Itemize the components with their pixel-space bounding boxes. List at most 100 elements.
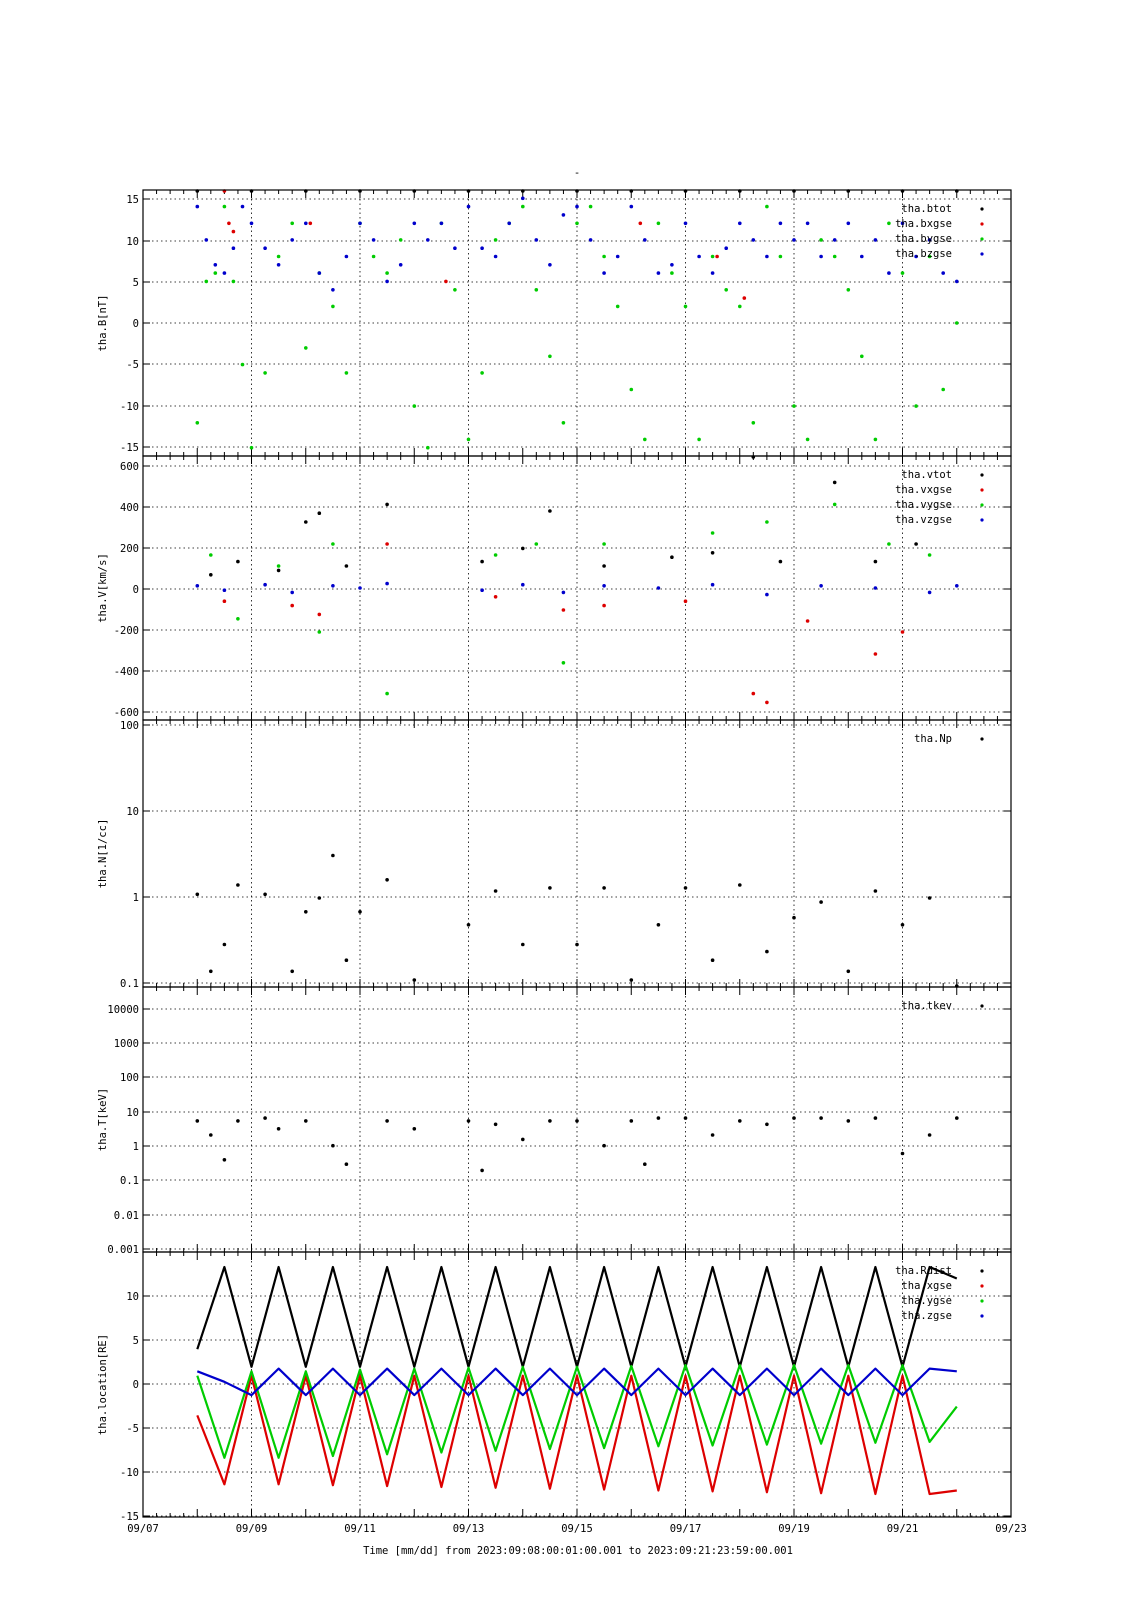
data-point-tha-bygse — [276, 254, 281, 259]
data-point-tha-bygse — [765, 204, 769, 209]
data-point-tha-bxgse — [231, 229, 236, 234]
data-point-tha-bxgse — [308, 221, 313, 226]
data-point-tha-Np — [683, 886, 688, 890]
data-point-tha-Np — [900, 923, 905, 927]
data-point-tha-tkev — [331, 1143, 335, 1148]
data-point-tha-bzgse — [643, 238, 647, 242]
data-point-tha-vxgse — [561, 608, 566, 612]
data-point-tha-bygse — [683, 304, 688, 309]
data-point-tha-tkev — [683, 1116, 688, 1120]
data-point-tha-bzgse — [507, 221, 512, 226]
data-point-tha-vtot — [344, 564, 349, 568]
data-point-tha-tkev — [344, 1162, 349, 1166]
data-point-tha-vtot — [304, 520, 308, 524]
data-point-tha-bzgse — [887, 271, 891, 275]
data-point-tha-tkev — [263, 1116, 267, 1120]
data-point-tha-bzgse — [561, 213, 566, 217]
data-point-tha-bygse — [385, 271, 389, 275]
data-point-tha-bzgse — [222, 271, 227, 275]
data-point-tha-bygse — [792, 404, 796, 408]
data-point-tha-bygse — [955, 321, 959, 325]
y-tick-label: -600 — [114, 707, 139, 719]
data-point-tha-bygse — [629, 387, 634, 392]
legend-marker — [980, 237, 984, 241]
y-tick-label: -15 — [120, 442, 139, 454]
data-point-tha-Np — [195, 892, 200, 897]
legend-marker — [980, 473, 984, 477]
data-point-tha-vygse — [331, 542, 335, 546]
data-point-tha-vxgse — [222, 599, 227, 603]
data-point-tha-bzgse — [873, 238, 878, 242]
data-point-tha-bzgse — [240, 204, 245, 209]
data-point-tha-tkev — [710, 1133, 715, 1137]
y-tick-label: 400 — [120, 502, 139, 514]
legend-marker — [980, 488, 984, 492]
y-axis-label: tha.V[km/s] — [97, 553, 109, 623]
data-point-tha-bzgse — [832, 238, 837, 242]
panel-1: 15 10 5 0 -5 -10 -15 tha.B[nT] tha.btot tha.bxgse… — [97, 189, 1012, 457]
data-point-tha-vzgse — [710, 582, 715, 587]
data-point-tha-bygse — [941, 387, 945, 392]
data-point-tha-vygse — [927, 553, 932, 557]
data-point-tha-bzgse — [588, 238, 593, 242]
data-point-tha-vtot — [602, 564, 606, 568]
data-point-tha-tkev — [792, 1116, 796, 1120]
data-point-tha-vtot — [914, 542, 918, 546]
data-point-tha-Np — [846, 969, 851, 974]
y-tick-label: -400 — [114, 666, 139, 678]
legend-label: tha.zgse — [901, 1310, 952, 1322]
data-point-tha-bzgse — [738, 221, 742, 226]
y-tick-label: -10 — [120, 401, 139, 413]
data-point-tha-vxgse — [602, 603, 606, 608]
y-tick-label: -5 — [126, 359, 139, 371]
data-point-tha-tkev — [276, 1127, 281, 1131]
data-point-tha-bygse — [697, 437, 701, 442]
data-point-tha-Np — [873, 889, 878, 893]
data-point-tha-Np — [290, 969, 295, 974]
y-tick-label: 100 — [120, 720, 139, 732]
data-point-tha-tkev — [765, 1122, 769, 1127]
data-point-tha-bzgse — [493, 254, 498, 259]
data-point-tha-bygse — [222, 204, 227, 209]
legend-marker — [980, 1284, 984, 1288]
data-point-tha-tkev — [480, 1168, 484, 1173]
data-point-tha-bzgse — [412, 221, 417, 226]
data-point-tha-vxgse — [683, 599, 688, 603]
data-point-tha-bzgse — [778, 221, 783, 226]
data-point-tha-vygse — [561, 661, 566, 665]
data-point-tha-Np — [738, 883, 742, 887]
legend-marker — [980, 207, 984, 211]
data-point-tha-vtot — [480, 559, 484, 564]
data-point-tha-bygse — [602, 254, 606, 259]
data-point-tha-bzgse — [656, 271, 661, 275]
legend-marker — [980, 1299, 984, 1303]
legend-label: tha.bxgse — [895, 218, 952, 230]
data-point-tha-vygse — [710, 531, 715, 535]
data-point-tha-bygse — [213, 271, 218, 275]
data-point-tha-tkev — [629, 1119, 634, 1123]
legend-marker — [980, 252, 984, 256]
y-tick-label: 10 — [126, 236, 139, 248]
data-point-tha-tkev — [466, 1119, 471, 1123]
data-point-tha-vzgse — [222, 588, 227, 592]
data-point-tha-bzgse — [846, 221, 851, 226]
x-tick-label: 09/19 — [778, 1523, 810, 1535]
data-point-tha-Np — [236, 883, 240, 887]
data-point-tha-bygse — [832, 254, 837, 259]
y-tick-label: 10 — [126, 1107, 139, 1119]
data-point-tha-bzgse — [629, 204, 634, 209]
data-point-tha-vygse — [317, 630, 322, 634]
data-point-tha-bzgse — [371, 238, 376, 242]
data-point-tha-bygse — [778, 254, 783, 259]
data-point-tha-bzgse — [344, 254, 349, 259]
data-point-tha-tkev — [385, 1119, 389, 1123]
data-point-tha-bzgse — [683, 221, 688, 226]
data-point-tha-bzgse — [751, 238, 756, 242]
data-point-tha-tkev — [521, 1137, 525, 1142]
data-point-tha-bxgse — [742, 296, 747, 300]
data-point-tha-tkev — [575, 1119, 579, 1123]
data-point-tha-tkev — [236, 1119, 240, 1123]
data-point-tha-vzgse — [656, 586, 661, 590]
data-point-tha-vzgse — [195, 584, 200, 588]
data-point-tha-bzgse — [426, 238, 430, 242]
